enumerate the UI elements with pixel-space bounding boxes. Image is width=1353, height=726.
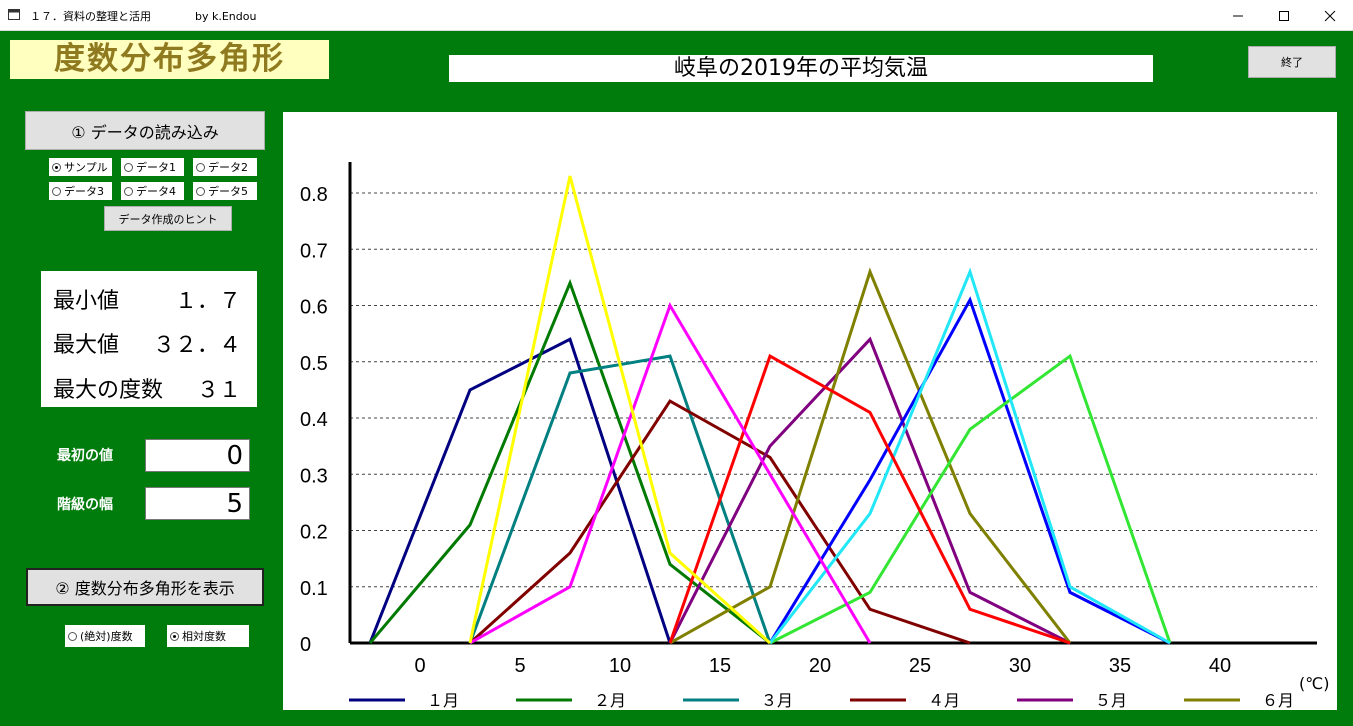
class-width-input[interactable]: 5 (145, 487, 250, 520)
stat-maxfreq-label: 最大の度数 (53, 378, 164, 403)
y-tick-label: 0.4 (300, 409, 328, 431)
y-tick-label: 0.2 (300, 522, 328, 544)
radio-dot (68, 631, 77, 641)
load-data-button[interactable]: ① データの読み込み (25, 111, 265, 150)
radio-dot (196, 162, 205, 172)
x-axis-unit-label: (℃) (1299, 674, 1329, 693)
start-value-input[interactable]: 0 (145, 439, 250, 472)
legend-label: ２月 (594, 691, 626, 710)
radio-data3[interactable]: データ3 (49, 182, 112, 200)
radio-dot (124, 186, 133, 196)
stat-max-value: ３２．４ (152, 333, 241, 358)
x-tick-label: 15 (709, 655, 731, 677)
stat-min-value: １．７ (174, 289, 241, 314)
stat-maxfreq-row: 最大の度数 ３１ (53, 372, 241, 403)
x-tick-label: 5 (514, 655, 525, 677)
legend-label: ６月 (1262, 691, 1294, 710)
radio-label: データ5 (208, 185, 248, 198)
radio-label: (絶対)度数 (80, 630, 133, 643)
x-tick-label: 10 (609, 655, 631, 677)
radio-dot-selected (52, 162, 61, 172)
close-icon (1324, 10, 1336, 21)
minimize-button[interactable] (1215, 0, 1261, 31)
y-tick-label: 0.5 (300, 353, 328, 375)
x-tick-label: 25 (909, 655, 931, 677)
x-tick-label: 0 (414, 655, 425, 677)
legend-label: ５月 (1095, 691, 1127, 710)
stat-min-label: 最小値 (53, 289, 120, 314)
maximize-button[interactable] (1261, 0, 1307, 31)
y-tick-label: 0 (300, 634, 311, 656)
radio-label: データ1 (136, 161, 176, 174)
radio-data1[interactable]: データ1 (121, 158, 184, 176)
series-line (469, 301, 872, 645)
app-client-area: 度数分布多角形 岐阜の2019年の平均気温 終了 ① データの読み込み サンプル… (0, 31, 1353, 726)
app-icon (8, 9, 20, 20)
legend-label: ３月 (761, 691, 793, 710)
radio-dot (196, 186, 205, 196)
series-line (468, 175, 772, 645)
radio-label: サンプル (64, 161, 108, 174)
radio-label: 相対度数 (182, 630, 226, 643)
class-width-label: 階級の幅 (57, 497, 113, 513)
series-line (668, 353, 1071, 645)
series-line (368, 278, 771, 645)
y-tick-label: 0.7 (300, 240, 328, 262)
show-polygon-button[interactable]: ② 度数分布多角形を表示 (26, 568, 264, 606)
radio-label: データ3 (64, 185, 104, 198)
radio-relative-frequency[interactable]: 相対度数 (167, 625, 249, 647)
window-titlebar: １７．資料の整理と活用 by k.Endou (0, 0, 1353, 31)
x-tick-label: 20 (809, 655, 831, 677)
radio-absolute-frequency[interactable]: (絶対)度数 (65, 625, 145, 647)
stat-max-label: 最大値 (53, 333, 120, 358)
series-line (768, 267, 1171, 645)
stat-maxfreq-value: ３１ (196, 378, 241, 403)
radio-data5[interactable]: データ5 (193, 182, 257, 200)
stat-min-row: 最小値 １．７ (53, 283, 241, 314)
exit-button[interactable]: 終了 (1248, 46, 1336, 78)
y-tick-label: 0.6 (300, 297, 328, 319)
y-tick-label: 0.8 (300, 184, 328, 206)
close-button[interactable] (1307, 0, 1353, 31)
frequency-polygon-chart: 0 0.1 0.2 0.3 0.4 0.5 0.6 0.7 0.8 0 5 10 15 20 25 30 35 4… (300, 162, 1329, 710)
series-line (668, 336, 1071, 645)
chart-title: 岐阜の2019年の平均気温 (449, 55, 1153, 82)
series-line (368, 337, 672, 644)
radio-data4[interactable]: データ4 (121, 182, 184, 200)
y-tick-label: 0.3 (300, 465, 328, 487)
maximize-icon (1279, 10, 1289, 21)
y-tick-label: 0.1 (300, 578, 328, 600)
radio-dot-selected (170, 631, 179, 641)
series-line (468, 399, 971, 645)
app-header-title: 度数分布多角形 (10, 40, 329, 79)
stat-max-row: 最大値 ３２．４ (53, 327, 241, 358)
radio-label: データ2 (208, 161, 248, 174)
series-line (669, 267, 1072, 645)
stats-panel: 最小値 １．７ 最大値 ３２．４ 最大の度数 ３１ (41, 271, 257, 407)
minimize-icon (1233, 15, 1243, 16)
series-line (769, 353, 1172, 645)
chart-panel: 0 0.1 0.2 0.3 0.4 0.5 0.6 0.7 0.8 0 5 10 15 20 25 30 35 4… (283, 112, 1337, 710)
x-tick-label: 35 (1109, 655, 1131, 677)
x-tick-label: 40 (1209, 655, 1231, 677)
radio-label: データ4 (136, 185, 176, 198)
radio-sample[interactable]: サンプル (49, 158, 112, 176)
window-title: １７．資料の整理と活用 by k.Endou (30, 10, 257, 23)
legend-label: ４月 (928, 691, 960, 710)
x-tick-label: 30 (1009, 655, 1031, 677)
radio-data2[interactable]: データ2 (193, 158, 257, 176)
series-line (768, 296, 1171, 645)
legend-label: １月 (427, 691, 459, 710)
radio-dot (52, 186, 61, 196)
radio-dot (124, 162, 133, 172)
start-value-label: 最初の値 (57, 448, 113, 464)
data-hint-button[interactable]: データ作成のヒント (104, 206, 232, 231)
